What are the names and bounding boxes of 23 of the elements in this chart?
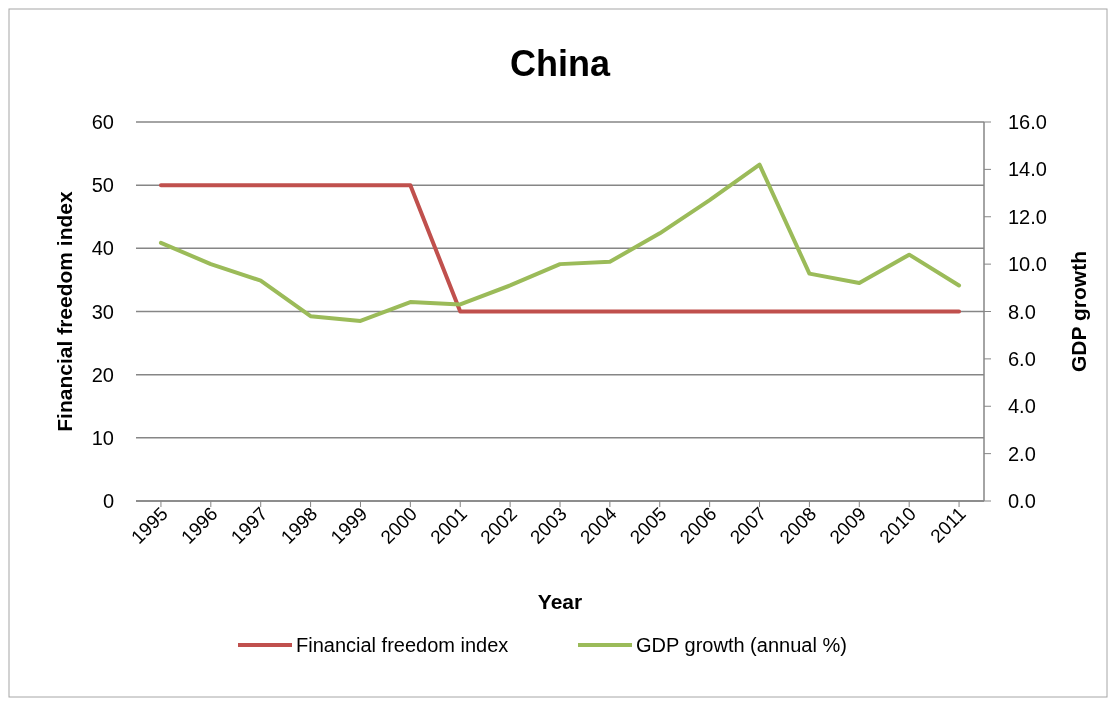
y2-tick-label: 10.0 (1008, 253, 1047, 276)
y2-tick-label: 6.0 (1008, 347, 1036, 370)
legend-label: Financial freedom index (296, 634, 509, 656)
y-tick-label: 10 (91, 426, 114, 449)
y-tick-label: 0 (102, 490, 114, 512)
x-axis-title: Year (537, 590, 583, 613)
y2-tick-label: 16.0 (1008, 111, 1047, 133)
y2-tick-label: 4.0 (1008, 395, 1036, 418)
chart-title: China (509, 43, 611, 84)
y2-tick-label: 14.0 (1008, 158, 1047, 181)
y2-tick-label: 8.0 (1008, 300, 1036, 323)
y2-tick-label: 2.0 (1008, 442, 1036, 465)
legend-label: GDP growth (annual %) (636, 634, 847, 656)
y-tick-label: 50 (91, 174, 114, 197)
y-axis-title: Financial freedom index (53, 190, 76, 432)
y2-tick-label: 12.0 (1008, 205, 1047, 228)
line-series (158, 162, 962, 323)
y-tick-label: 20 (91, 363, 114, 386)
y-tick-label: 60 (91, 111, 114, 133)
y-tick-label: 30 (91, 300, 114, 323)
y-tick-label: 40 (91, 237, 114, 260)
y2-tick-label: 0.0 (1008, 490, 1036, 512)
y2-axis-title: GDP growth (1067, 251, 1090, 372)
